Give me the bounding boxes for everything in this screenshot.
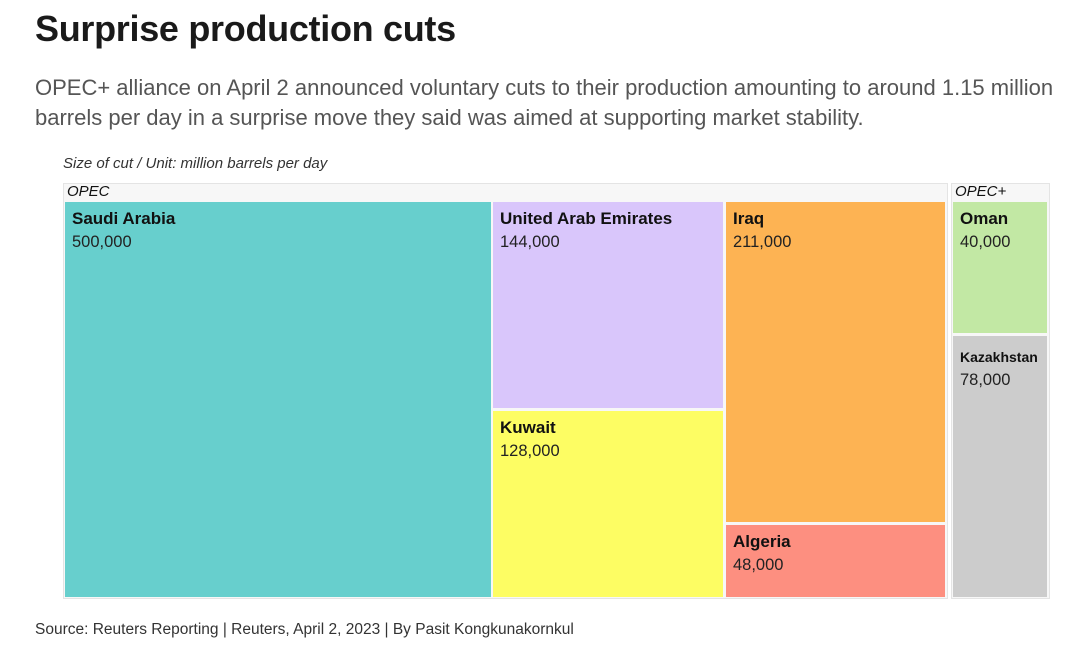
- tile-name: Algeria: [733, 532, 791, 551]
- tile-value: 78,000: [960, 371, 1011, 389]
- tile-name: Iraq: [733, 209, 765, 228]
- tile-value: 144,000: [500, 233, 560, 251]
- source-note: Source: Reuters Reporting | Reuters, Apr…: [35, 621, 574, 638]
- tile-name: Saudi Arabia: [72, 209, 176, 228]
- tile-value: 48,000: [733, 556, 784, 574]
- tile-value: 40,000: [960, 233, 1011, 251]
- tile-algeria: Algeria 48,000: [726, 525, 945, 597]
- chart-subtitle: OPEC+ alliance on April 2 announced volu…: [35, 75, 1054, 130]
- tile-kuwait: Kuwait 128,000: [493, 411, 723, 597]
- tile-name: Kuwait: [500, 418, 556, 437]
- chart-title: Surprise production cuts: [35, 8, 456, 49]
- tile-name: United Arab Emirates: [500, 209, 673, 228]
- tile-iraq: Iraq 211,000: [726, 202, 945, 522]
- group-label-opec-plus: OPEC+: [955, 183, 1007, 200]
- tile-saudi-arabia: Saudi Arabia 500,000: [65, 202, 491, 597]
- tile-name: Kazakhstan: [960, 349, 1038, 365]
- group-label-opec: OPEC: [67, 183, 110, 200]
- unit-label: Size of cut / Unit: million barrels per …: [63, 155, 328, 172]
- tile-united-arab-emirates: United Arab Emirates 144,000: [493, 202, 723, 408]
- tile-value: 128,000: [500, 442, 560, 460]
- tile-oman: Oman 40,000: [953, 202, 1047, 333]
- tile-value: 211,000: [733, 233, 792, 251]
- tile-value: 500,000: [72, 233, 132, 251]
- tile-name: Oman: [960, 209, 1009, 228]
- tile-kazakhstan: Kazakhstan 78,000: [953, 336, 1047, 597]
